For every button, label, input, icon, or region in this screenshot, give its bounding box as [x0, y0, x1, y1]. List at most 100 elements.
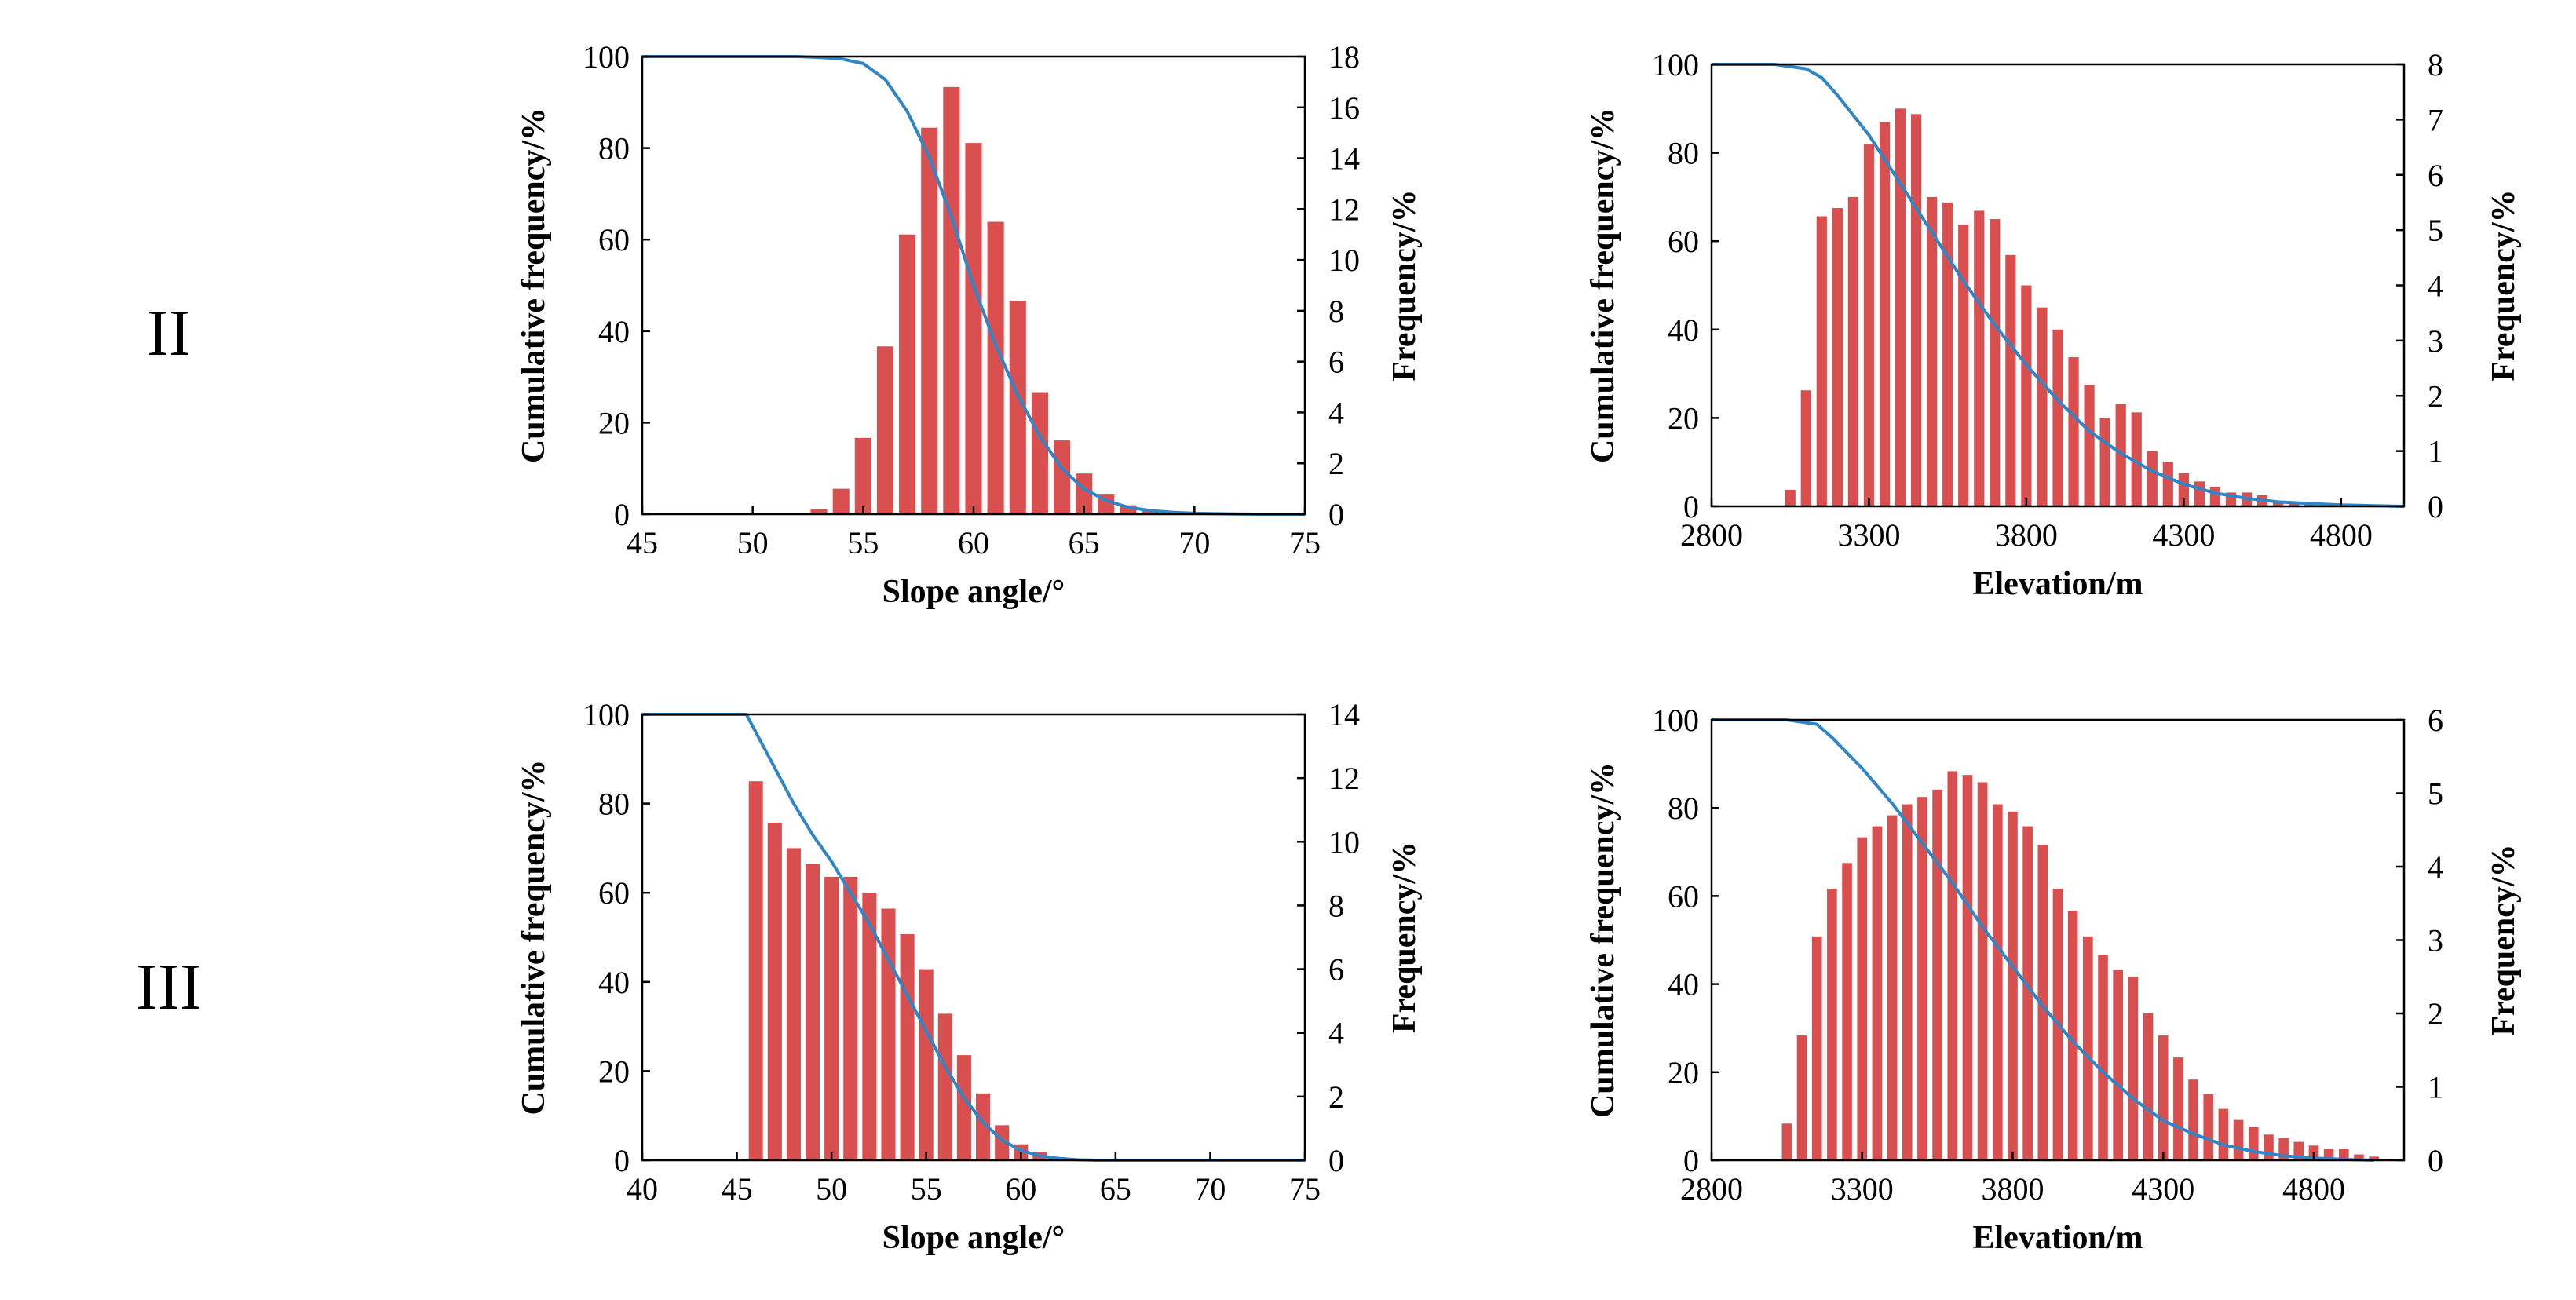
frequency-bar — [976, 1093, 991, 1160]
frequency-bar — [965, 143, 982, 514]
frequency-bar — [2084, 385, 2095, 506]
frequency-bar — [876, 346, 894, 514]
frequency-bar — [1974, 210, 1985, 506]
frequency-bar — [1872, 826, 1883, 1160]
frequency-bar — [1887, 815, 1898, 1160]
frequency-bar — [2067, 911, 2078, 1160]
y-right-tick-label: 6 — [1328, 952, 1344, 988]
y-right-tick-label: 8 — [2428, 47, 2443, 82]
frequency-bar — [1977, 782, 1988, 1160]
frequency-bar — [2188, 1079, 2198, 1160]
y-right-tick-label: 3 — [2428, 323, 2443, 359]
frequency-bar — [2083, 936, 2093, 1160]
frequency-bar — [956, 1055, 971, 1160]
frequency-bar — [881, 908, 896, 1160]
cumulative-frequency-line — [1712, 63, 2405, 508]
x-tick-label: 3300 — [1837, 517, 1900, 553]
y-right-tick-label: 4 — [2428, 268, 2443, 304]
y-left-tick-label: 60 — [598, 875, 630, 911]
x-tick-label: 3800 — [1995, 517, 2058, 553]
x-tick-label: 4300 — [2152, 517, 2215, 553]
y-right-tick-label: 2 — [2428, 996, 2443, 1032]
y-left-tick-label: 100 — [583, 39, 630, 75]
y-left-tick-label: 20 — [598, 405, 630, 440]
frequency-bar — [1832, 207, 1843, 506]
y-left-tick-label: 60 — [1668, 224, 1699, 259]
y-left-tick-label: 20 — [1668, 1055, 1699, 1090]
frequency-bar — [899, 234, 916, 514]
x-tick-label: 50 — [737, 525, 769, 561]
frequency-bar — [2369, 1156, 2379, 1160]
frequency-bar — [2131, 412, 2142, 506]
y-left-tick-label: 20 — [598, 1054, 630, 1089]
x-tick-label: 2800 — [1680, 517, 1743, 553]
frequency-bar — [2037, 844, 2048, 1160]
y-left-tick-label: 80 — [598, 787, 630, 822]
frequency-bar — [1827, 889, 1837, 1160]
x-tick-label: 75 — [1289, 525, 1321, 561]
frequency-bar — [2128, 977, 2139, 1160]
frequency-bar — [921, 127, 938, 514]
y-left-axis-title: Cumulative frequency/% — [1585, 108, 1621, 463]
y-right-tick-label: 2 — [1328, 446, 1344, 481]
frequency-bar — [1857, 837, 1868, 1160]
frequency-bar — [748, 781, 763, 1160]
cumulative-frequency-line — [1712, 718, 2374, 1162]
y-left-axis-title: Cumulative frequency/% — [1585, 762, 1621, 1118]
frequency-bar — [1796, 1035, 1807, 1160]
frequency-bar — [2099, 418, 2110, 506]
frequency-bar — [1053, 440, 1071, 514]
y-left-tick-label: 80 — [1668, 136, 1699, 171]
y-right-tick-label: 1 — [2428, 1070, 2443, 1105]
frequency-bar — [2162, 462, 2173, 506]
x-tick-label: 70 — [1194, 1171, 1226, 1207]
x-tick-label: 70 — [1178, 525, 1210, 561]
y-left-tick-label: 0 — [614, 497, 630, 532]
x-tick-label: 55 — [911, 1171, 942, 1207]
y-left-tick-label: 40 — [598, 314, 630, 349]
x-tick-label: 45 — [722, 1171, 753, 1207]
x-tick-label: 75 — [1289, 1171, 1321, 1207]
frequency-bar — [2218, 1108, 2229, 1160]
y-right-tick-label: 0 — [1328, 497, 1344, 532]
chart-ii-elevation: 2800 3300 3800 4300 4800 0 20 40 60 80 100 0 1 2 3 4 5 6 7… — [1585, 47, 2522, 602]
frequency-bar — [2147, 451, 2158, 507]
y-right-tick-label: 4 — [1328, 1016, 1344, 1051]
y-left-tick-label: 0 — [614, 1143, 630, 1178]
frequency-bar — [2203, 1094, 2214, 1160]
y-right-tick-label: 18 — [1328, 39, 1360, 75]
frequency-bar — [1879, 122, 1891, 506]
frequency-bar — [937, 1013, 952, 1160]
frequency-bar — [900, 933, 915, 1160]
x-axis-title: Elevation/m — [1973, 566, 2143, 602]
y-right-tick-label: 10 — [1328, 243, 1360, 278]
frequency-bar — [1863, 144, 1875, 507]
y-right-tick-label: 0 — [2428, 489, 2443, 524]
frequency-bar — [1816, 216, 1827, 506]
y-left-tick-label: 80 — [1668, 791, 1699, 826]
y-right-axis-title: Frequency/% — [1387, 842, 1423, 1033]
y-left-tick-label: 60 — [598, 222, 630, 257]
y-right-tick-label: 8 — [1328, 294, 1344, 329]
frequency-bar — [2021, 285, 2032, 506]
frequency-bar — [1992, 804, 2003, 1160]
x-tick-label: 3300 — [1831, 1171, 1894, 1207]
x-tick-label: 4800 — [2310, 517, 2373, 553]
frequency-bar — [843, 876, 858, 1160]
x-tick-label: 40 — [627, 1171, 658, 1207]
x-tick-label: 4800 — [2282, 1171, 2345, 1207]
frequency-bar — [2194, 481, 2205, 506]
x-tick-label: 2800 — [1680, 1171, 1743, 1207]
chart-ii-slope-angle: 45 50 55 60 65 70 7502040608010002468101214161… — [516, 39, 1423, 610]
frequency-bar — [1781, 1123, 1792, 1160]
y-left-tick-label: 100 — [583, 697, 630, 732]
frequency-bar — [2354, 1154, 2364, 1160]
y-left-tick-label: 100 — [1652, 47, 1699, 82]
y-right-tick-label: 6 — [2428, 158, 2443, 193]
frequency-bar — [854, 437, 871, 514]
row-label-iii: III — [136, 951, 202, 1024]
cumulative-frequency-line — [642, 713, 1305, 1162]
frequency-bar — [1958, 225, 1969, 506]
y-right-tick-label: 1 — [2428, 434, 2443, 469]
